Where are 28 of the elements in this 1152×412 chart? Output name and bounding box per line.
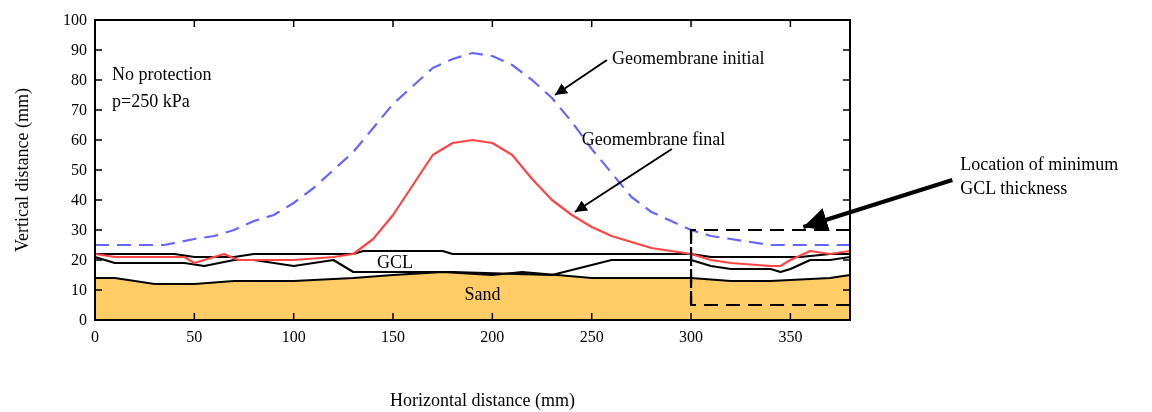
y-tick-label: 60	[71, 131, 87, 148]
annotation: No protection	[112, 64, 212, 84]
x-tick-label: 250	[579, 328, 604, 345]
x-tick-label: 100	[281, 328, 306, 345]
annotation: Sand	[464, 284, 501, 304]
y-tick-label: 90	[71, 41, 87, 58]
y-axis-title: Vertical distance (mm)	[12, 88, 33, 252]
annotation: GCL	[377, 252, 413, 272]
x-tick-label: 150	[381, 328, 406, 345]
y-tick-label: 30	[71, 221, 87, 238]
y-tick-label: 0	[79, 311, 87, 328]
y-tick-label: 100	[63, 11, 87, 28]
x-axis-title: Horizontal distance (mm)	[390, 390, 575, 411]
y-tick-label: 20	[71, 251, 87, 268]
annotation: Geomembrane final	[581, 129, 726, 149]
annotation: Geomembrane initial	[611, 48, 765, 68]
x-tick-label: 200	[480, 328, 505, 345]
y-tick-label: 40	[71, 191, 87, 208]
annotation: Location of minimum GCL thickness	[960, 154, 1119, 198]
x-tick-label: 350	[778, 328, 803, 345]
annotation: p=250 kPa	[112, 91, 190, 111]
y-tick-label: 50	[71, 161, 87, 178]
y-tick-label: 10	[71, 281, 87, 298]
x-tick-label: 0	[91, 328, 99, 345]
y-tick-label: 70	[71, 101, 87, 118]
x-tick-label: 300	[679, 328, 704, 345]
y-tick-label: 80	[71, 71, 87, 88]
x-tick-label: 50	[186, 328, 203, 345]
